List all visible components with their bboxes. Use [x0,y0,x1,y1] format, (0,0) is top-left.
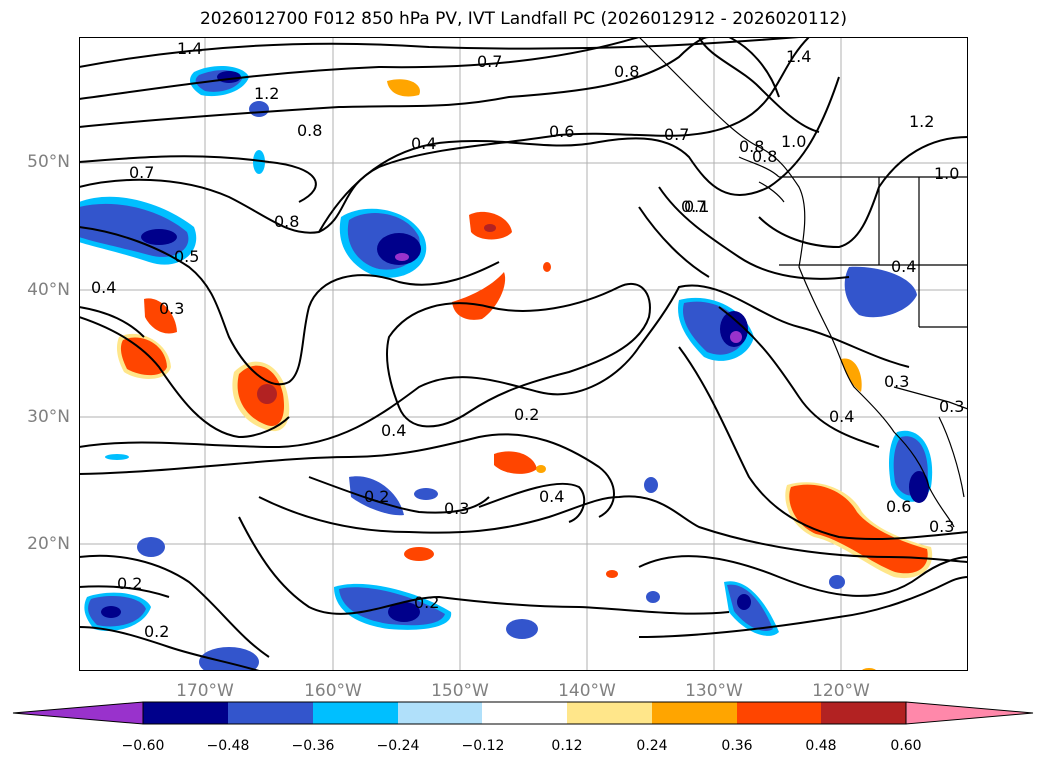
colorbar-tick: 0.48 [805,738,837,754]
figure-title: 2026012700 F012 850 hPa PV, IVT Landfall… [199,9,847,29]
colorbar-segment [12,701,144,725]
contour-label: 0.4 [829,407,854,426]
colorbar-segment [567,702,652,724]
contour-label: 1.0 [781,132,806,151]
contour-label: 1.2 [909,112,934,131]
contour-label: 0.4 [891,257,916,276]
contour-labels: 1.4 1.2 0.8 0.7 0.4 0.6 0.7 0.8 1.4 1.2 … [91,39,964,641]
colorbar-tick: −0.36 [291,738,335,754]
lon-tick: 130°W [685,681,743,701]
lon-tick: 140°W [558,681,616,701]
contour-label: 0.2 [514,405,539,424]
contour-label: 1.0 [934,164,959,183]
contour-label: 0.3 [159,299,184,318]
colorbar-segment [143,702,228,724]
contour-label: 0.2 [364,487,389,506]
map-panel: 1.4 1.2 0.8 0.7 0.4 0.6 0.7 0.8 1.4 1.2 … [79,37,968,671]
lat-tick: 30°N [27,407,70,427]
contour-label: 0.4 [91,278,116,297]
contour-label: 0.2 [414,593,439,612]
colorbar-tick: −0.48 [206,738,250,754]
contour-label: 0.3 [939,397,964,416]
coastlines [638,37,968,528]
colorbar-segment [905,701,1034,725]
colorbar-segment [652,702,737,724]
lon-tick: 160°W [304,681,362,701]
colorbar-segment [313,702,398,724]
lat-tick: 20°N [27,534,70,554]
colorbar-segment [228,702,313,724]
pv-contours [79,37,968,671]
lon-tick: 120°W [812,681,870,701]
colorbar-tick: 0.12 [551,738,583,754]
colorbar-segment [482,702,567,724]
colorbar-tick: 0.60 [890,738,922,754]
colorbar-tick: −0.60 [121,738,165,754]
contour-label: 0.7 [664,125,689,144]
contour-label: 1.2 [254,84,279,103]
contour-label: 1.4 [177,39,202,58]
contour-label: 0.7 [681,197,706,216]
contour-label: 0.8 [614,62,639,81]
contour-label: 0.3 [929,517,954,536]
contour-label: 0.4 [381,421,406,440]
lon-tick: 170°W [176,681,234,701]
map-svg: 1.4 1.2 0.8 0.7 0.4 0.6 0.7 0.8 1.4 1.2 … [79,37,968,671]
contour-label: 0.8 [274,212,299,231]
lat-tick: 40°N [27,280,70,300]
contour-label: 0.6 [886,497,911,516]
contour-label: 0.2 [144,622,169,641]
colorbar-tick: −0.24 [376,738,420,754]
negative-anomaly-shading [79,65,933,671]
contour-label: 0.4 [539,487,564,506]
contour-label: 0.7 [129,163,154,182]
contour-label: 0.8 [297,121,322,140]
colorbar-segment [821,702,906,724]
colorbar [12,701,1034,725]
contour-label: 0.5 [174,247,199,266]
contour-label: 0.4 [411,134,436,153]
contour-label: 0.8 [739,137,764,156]
contour-label: 0.3 [884,372,909,391]
colorbar-tick: 0.24 [636,738,668,754]
lon-tick: 150°W [431,681,489,701]
contour-label: 0.2 [117,574,142,593]
lat-tick: 50°N [27,152,70,172]
contour-label: 0.6 [549,122,574,141]
colorbar-tick: 0.36 [721,738,753,754]
positive-anomaly-shading [116,79,933,671]
colorbar-segment [737,702,821,724]
contour-label: 1.4 [786,47,811,66]
contour-label: 0.1 [684,197,709,216]
colorbar-segment [398,702,482,724]
contour-label: 0.8 [752,147,777,166]
colorbar-tick: −0.12 [461,738,505,754]
contour-label: 0.7 [477,52,502,71]
contour-label: 0.3 [444,499,469,518]
